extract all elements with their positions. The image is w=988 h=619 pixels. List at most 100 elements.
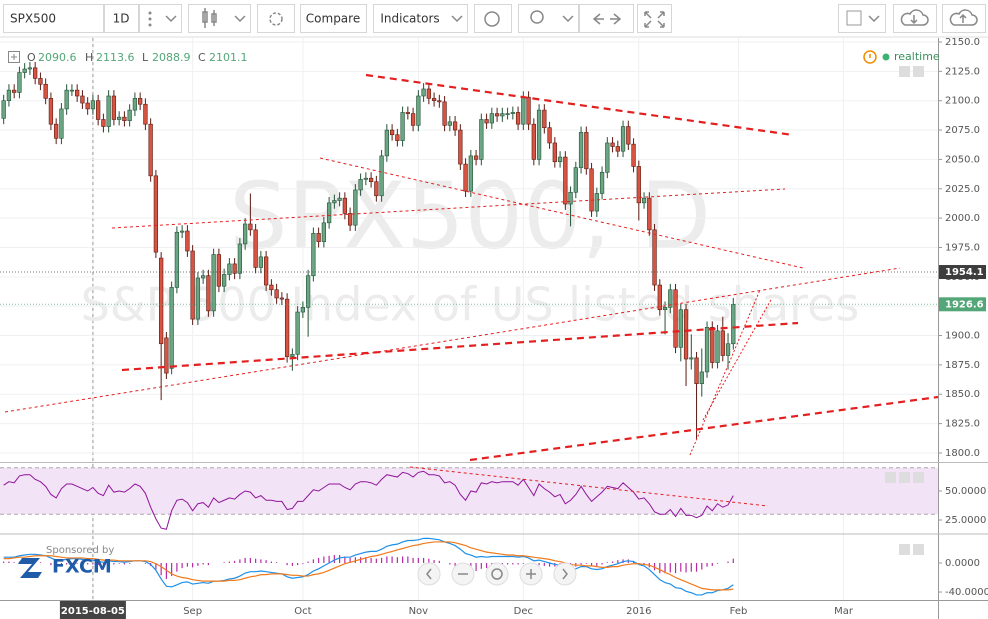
indicators[interactable]: Indicators — [380, 12, 439, 26]
compare-button[interactable] — [300, 4, 367, 33]
y-tick-label: -40.0000 — [945, 587, 988, 598]
price-tag-label: 1926.6 — [945, 299, 984, 310]
candle-body — [96, 100, 101, 120]
alert-button[interactable] — [474, 4, 512, 33]
scroll-right[interactable] — [553, 562, 577, 586]
histogram-bar — [339, 555, 341, 564]
trend-line — [409, 466, 769, 507]
candle-body — [90, 100, 96, 110]
interval[interactable]: 1D — [113, 12, 130, 26]
pane-button[interactable] — [885, 472, 896, 483]
histogram-bar — [653, 563, 656, 571]
trend-lines — [4, 73, 939, 507]
symbol-input[interactable] — [3, 4, 104, 33]
candle-body — [426, 88, 431, 99]
candle-body — [704, 327, 710, 373]
candle-body — [1, 100, 6, 119]
reset[interactable] — [485, 562, 509, 586]
histogram-bar — [517, 563, 519, 565]
rsi-band — [0, 467, 938, 515]
candle-body — [111, 95, 117, 120]
histogram-bar — [611, 561, 614, 564]
candle-body — [106, 95, 111, 127]
candle-body — [337, 197, 342, 201]
candle-body — [605, 142, 610, 173]
pane-button[interactable] — [899, 544, 910, 555]
candle-body — [332, 200, 337, 204]
plus-icon — [526, 569, 536, 579]
candle-body — [321, 222, 327, 242]
trend-line — [111, 188, 786, 229]
pane-button[interactable] — [913, 544, 924, 555]
candle-body — [248, 223, 253, 231]
open-value: 2090.6 — [38, 51, 77, 64]
histogram-bar — [664, 563, 666, 574]
compare[interactable]: Compare — [306, 12, 360, 26]
symbol[interactable]: SPX500 — [10, 12, 56, 26]
candle-body — [536, 109, 542, 160]
pane-button[interactable] — [913, 472, 924, 483]
layout-button[interactable] — [838, 4, 886, 33]
histogram-bar — [97, 563, 99, 566]
histogram-bar — [333, 555, 335, 564]
histogram-bar — [8, 561, 10, 564]
candle-body — [374, 181, 379, 197]
histogram-bar — [454, 563, 456, 566]
histogram-bar — [590, 563, 593, 566]
settings-button[interactable] — [257, 4, 295, 33]
x-tick-label: 2016 — [626, 606, 651, 617]
candle-body — [410, 113, 416, 126]
cloud-up-icon — [949, 9, 978, 26]
histogram-bar — [422, 557, 425, 564]
fullscreen-button[interactable] — [637, 4, 672, 33]
pane-button[interactable] — [899, 472, 910, 483]
candle-body — [557, 156, 563, 163]
candle-body — [505, 113, 510, 115]
candle-body — [143, 103, 148, 125]
alert-icon — [484, 11, 500, 27]
sponsor-brand[interactable]: FXCM — [52, 556, 112, 578]
pane-button[interactable] — [913, 66, 924, 77]
candle-body — [731, 304, 736, 345]
candle-body — [17, 72, 22, 93]
candle-body — [353, 189, 358, 226]
pane-button[interactable] — [899, 66, 910, 77]
bulb-icon — [530, 10, 544, 24]
ideas-button[interactable] — [518, 4, 579, 33]
candle-body — [405, 112, 410, 114]
interval-menu[interactable] — [139, 4, 182, 33]
candle-body — [347, 213, 353, 226]
candle-body — [195, 277, 201, 320]
histogram-bar — [60, 563, 63, 566]
candle-body — [159, 257, 164, 345]
trend-line — [365, 73, 794, 137]
indicators-button[interactable] — [373, 4, 468, 33]
scroll-left[interactable] — [417, 562, 441, 586]
undo-redo[interactable] — [579, 4, 634, 33]
candle-body — [216, 254, 222, 287]
histogram-bar — [323, 556, 325, 564]
histogram-bar — [249, 557, 251, 564]
caret-icon — [234, 15, 246, 23]
candle-body — [85, 102, 90, 110]
histogram-bar — [412, 557, 414, 564]
histogram-bar — [716, 563, 719, 564]
navigation — [417, 562, 577, 586]
save-button[interactable] — [942, 4, 986, 33]
histogram-bar — [244, 557, 246, 564]
candle-body — [242, 223, 248, 245]
histogram-bar — [365, 557, 367, 564]
candle-body — [620, 126, 626, 152]
candle-body — [190, 250, 195, 320]
high-label: H — [85, 51, 93, 64]
chart-style-button[interactable] — [188, 4, 251, 33]
candle-body — [132, 98, 138, 111]
load-button[interactable] — [893, 4, 937, 33]
histogram-bar — [396, 557, 398, 564]
histogram-bar — [617, 560, 619, 564]
sponsor-label: Sponsored by — [46, 545, 114, 556]
interval-button[interactable] — [104, 4, 139, 33]
candle-body — [206, 275, 211, 312]
histogram-bar — [260, 559, 262, 564]
